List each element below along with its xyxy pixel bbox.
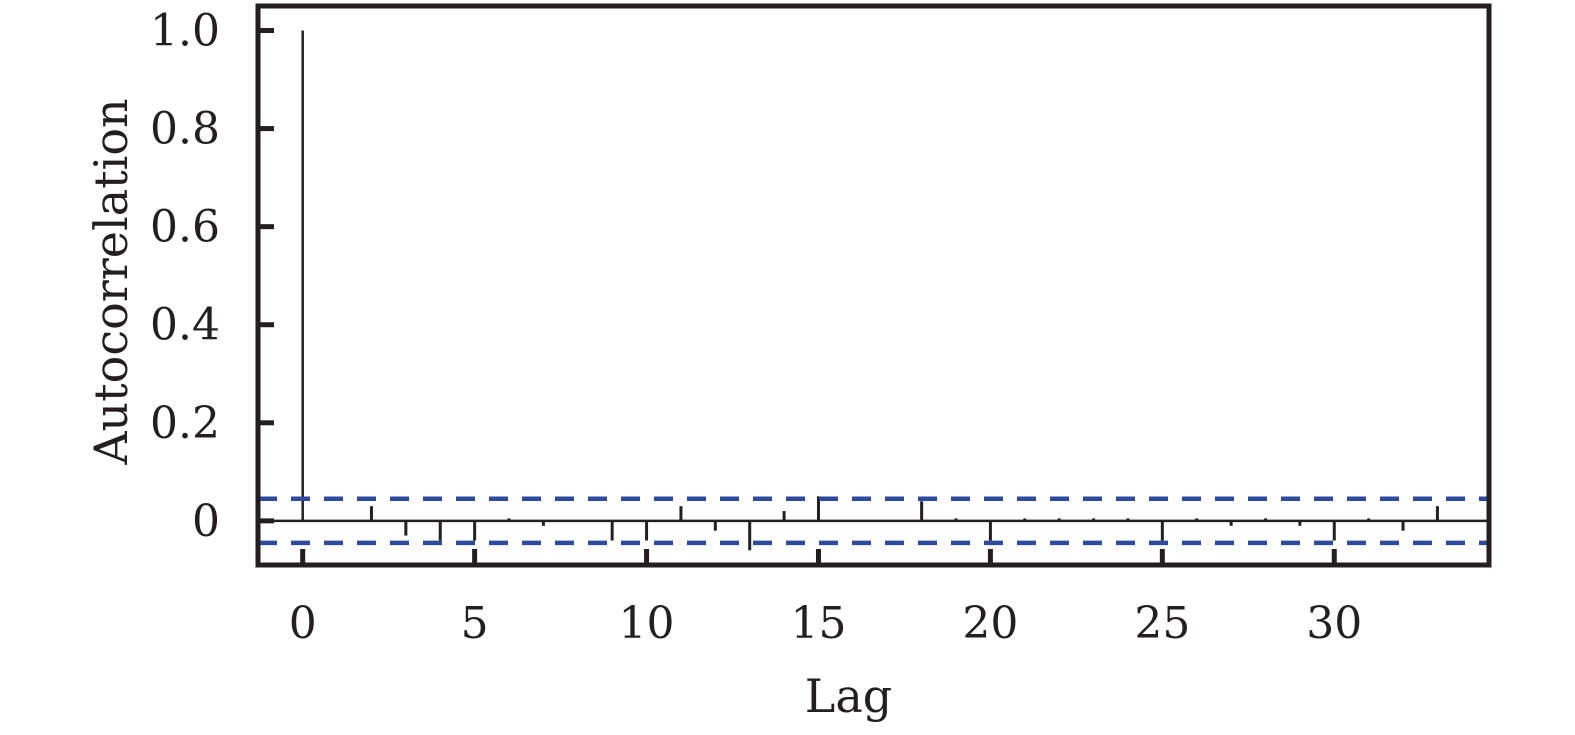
x-tick-label-15: 15 <box>790 598 846 649</box>
x-axis-title: Lag <box>805 669 892 723</box>
x-tick-label-30: 30 <box>1306 598 1362 649</box>
stems-group <box>301 30 1439 551</box>
x-tick-label-0: 0 <box>289 598 317 649</box>
x-tick-label-10: 10 <box>619 598 675 649</box>
x-tick-label-20: 20 <box>962 598 1018 649</box>
y-tick-label-0.2: 0.2 <box>150 398 220 449</box>
x-tick-label-5: 5 <box>461 598 489 649</box>
y-tick-label-0: 0 <box>192 496 220 547</box>
y-tick-label-0.8: 0.8 <box>150 104 220 155</box>
confidence-bounds-group <box>258 496 1489 546</box>
x-tick-label-25: 25 <box>1134 598 1190 649</box>
y-ticks-group: 0 0.2 0.4 0.6 0.8 1.0 <box>150 6 274 547</box>
y-tick-label-0.4: 0.4 <box>150 300 220 351</box>
x-ticks-group: 0 5 10 15 20 25 30 <box>289 549 1362 649</box>
y-tick-label-1: 1.0 <box>150 6 220 57</box>
y-axis-title: Autocorrelation <box>84 98 138 465</box>
y-tick-label-0.6: 0.6 <box>150 202 220 253</box>
plot-frame <box>255 3 1492 568</box>
